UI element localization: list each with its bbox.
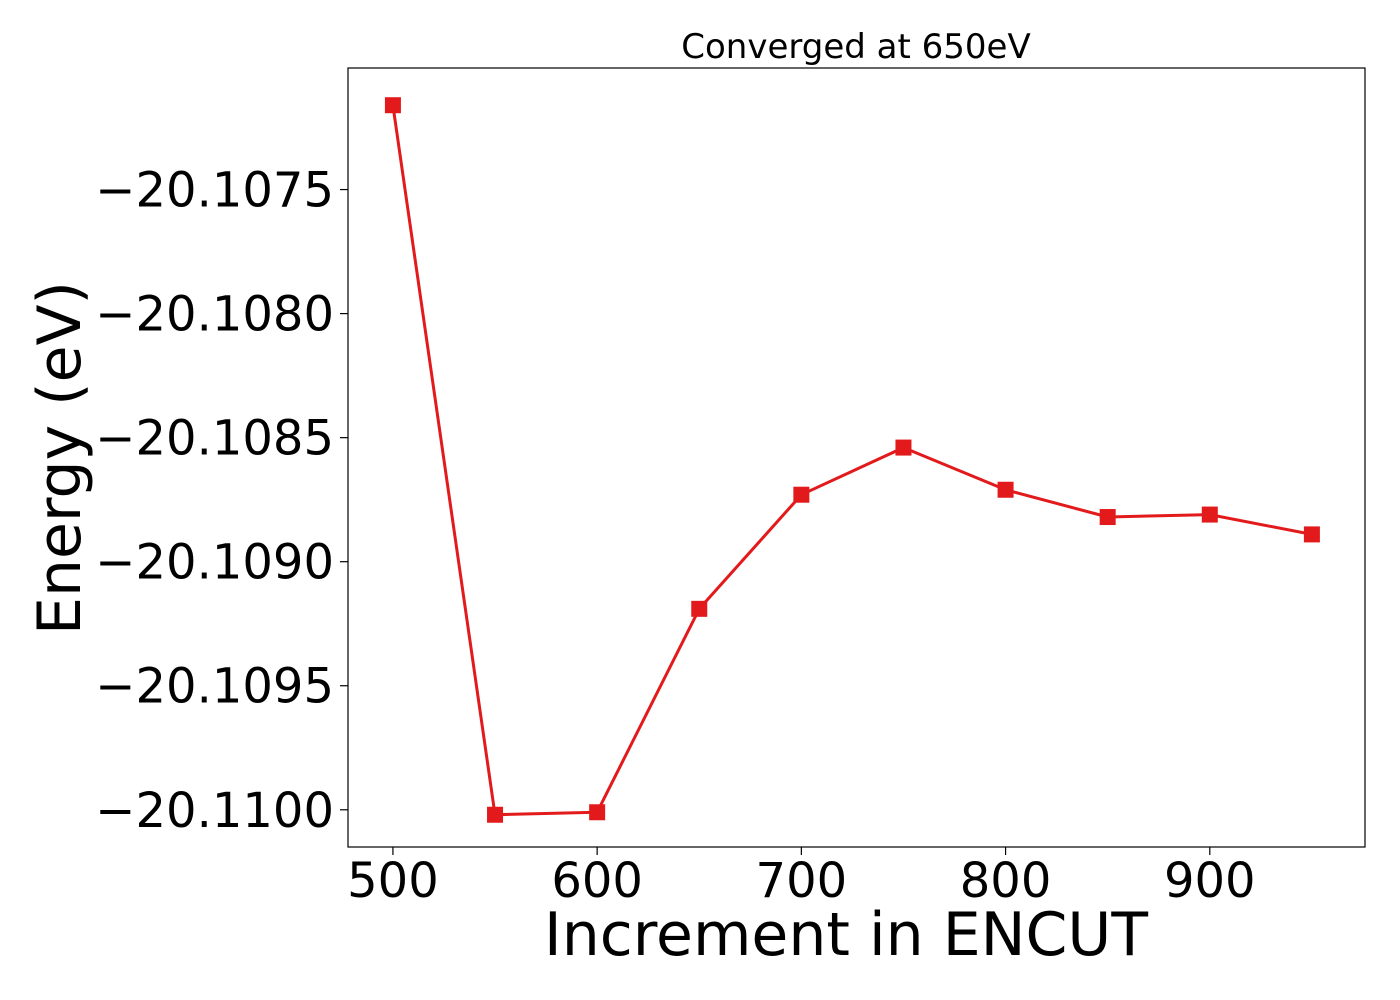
y-axis-ticks: −20.1075 −20.1080 −20.1085 −20.1090 −20.1095… — [95, 163, 348, 839]
x-axis-label: Increment in ENCUT — [544, 900, 1148, 970]
data-point — [895, 439, 912, 456]
x-axis-ticks: 500 600 700 800 900 — [347, 847, 1256, 909]
data-point — [1303, 526, 1320, 543]
data-point — [487, 806, 504, 823]
y-tick-label: −20.1085 — [95, 411, 334, 467]
x-tick-label: 500 — [347, 853, 439, 909]
x-tick-label: 600 — [551, 853, 643, 909]
y-tick-label: −20.1095 — [95, 659, 334, 715]
data-point — [1201, 506, 1218, 523]
data-point — [691, 600, 708, 617]
x-tick-label: 800 — [960, 853, 1052, 909]
data-point — [384, 97, 401, 114]
series-markers — [384, 97, 1320, 823]
y-tick-label: −20.1090 — [95, 535, 334, 591]
y-tick-label: −20.1080 — [95, 287, 334, 343]
data-point — [793, 486, 810, 503]
x-tick-label: 900 — [1164, 853, 1256, 909]
y-tick-label: −20.1075 — [95, 163, 334, 219]
data-point — [997, 481, 1014, 498]
y-tick-label: −20.1100 — [95, 783, 334, 839]
series-line — [391, 104, 1313, 817]
plot-frame — [347, 67, 1366, 848]
data-point — [1099, 509, 1116, 526]
chart-title: Converged at 650eV — [681, 27, 1030, 67]
x-tick-label: 700 — [756, 853, 848, 909]
y-axis-label: Energy (eV) — [25, 281, 95, 635]
data-point — [589, 804, 606, 821]
